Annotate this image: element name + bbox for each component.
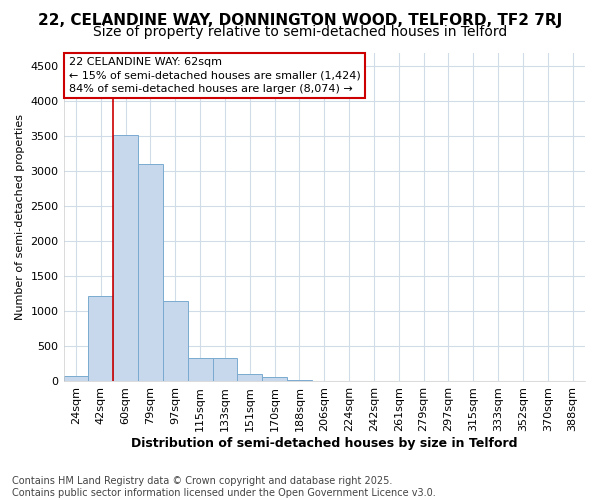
Bar	[113, 135, 138, 382]
Text: 22 CELANDINE WAY: 62sqm
← 15% of semi-detached houses are smaller (1,424)
84% of: 22 CELANDINE WAY: 62sqm ← 15% of semi-de…	[69, 58, 361, 94]
Bar	[188, 358, 212, 382]
Text: Size of property relative to semi-detached houses in Telford: Size of property relative to semi-detach…	[93, 25, 507, 39]
Bar	[212, 358, 238, 382]
Y-axis label: Number of semi-detached properties: Number of semi-detached properties	[15, 114, 25, 320]
Bar	[238, 374, 262, 382]
Text: 22, CELANDINE WAY, DONNINGTON WOOD, TELFORD, TF2 7RJ: 22, CELANDINE WAY, DONNINGTON WOOD, TELF…	[38, 12, 562, 28]
Bar	[163, 301, 188, 382]
Bar	[64, 376, 88, 382]
Bar	[287, 380, 312, 382]
X-axis label: Distribution of semi-detached houses by size in Telford: Distribution of semi-detached houses by …	[131, 437, 518, 450]
Bar	[262, 378, 287, 382]
Bar	[138, 164, 163, 382]
Bar	[88, 296, 113, 382]
Text: Contains HM Land Registry data © Crown copyright and database right 2025.
Contai: Contains HM Land Registry data © Crown c…	[12, 476, 436, 498]
